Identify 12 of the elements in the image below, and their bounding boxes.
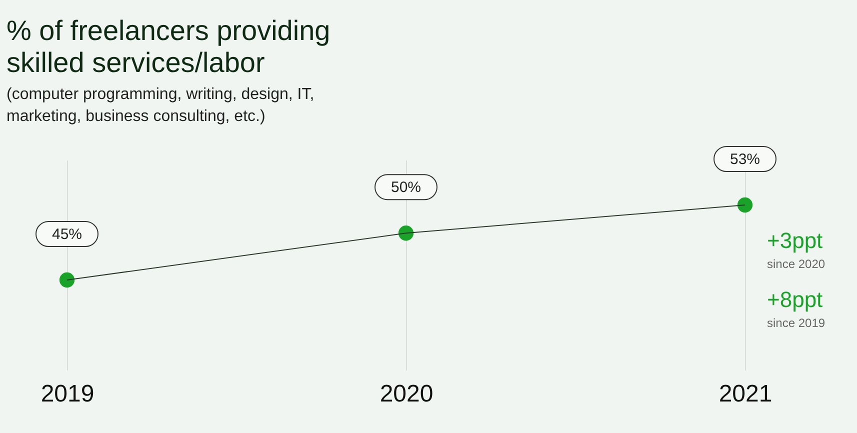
chart-subtitle: (computer programming, writing, design, IT, marketing, business consulting, etc.) <box>6 86 314 125</box>
x-tick-label: 2021 <box>718 380 772 408</box>
annotation: +3ppt <box>767 228 823 253</box>
data-label: 50% <box>390 179 422 196</box>
text: +8ppt <box>767 287 823 312</box>
data-label: 53% <box>730 151 760 168</box>
chart-title: % of freelancers providing skilled services/labor <box>6 15 330 78</box>
text: since 2019 <box>767 316 826 330</box>
x-tick-label: 2020 <box>380 380 434 408</box>
data-label: 45% <box>52 226 82 243</box>
x-tick-label: 2019 <box>40 380 94 408</box>
annotation: since 2020 <box>767 257 826 271</box>
